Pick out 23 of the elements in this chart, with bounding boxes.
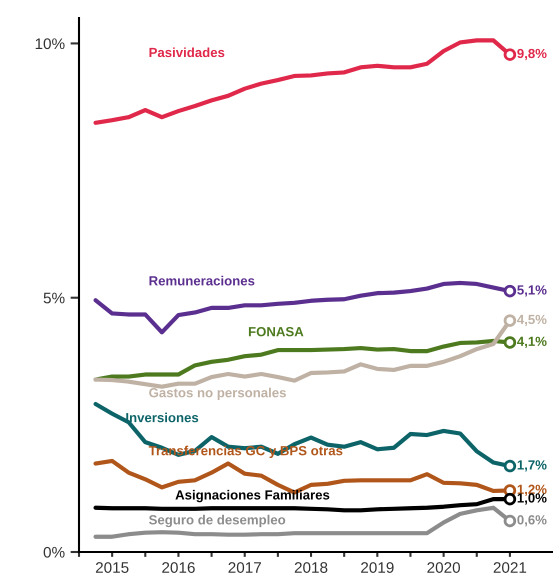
data-label: 1,7% [518, 460, 547, 472]
series-label: FONASA [248, 327, 304, 336]
series-label: Inversiones [126, 412, 198, 422]
x-tick-label: 2021 [494, 562, 526, 573]
data-label: 5,1% [517, 285, 547, 297]
data-label: 4,5% [517, 314, 547, 326]
y-tick-label: 5% [44, 292, 65, 304]
series-label: Asignaciones Familiares [175, 490, 330, 502]
data-label: 9,8% [517, 48, 547, 60]
data-label: 4,1% [517, 336, 547, 348]
x-tick-label: 2019 [361, 562, 394, 573]
series-label: Remuneraciones [149, 276, 254, 286]
x-tick-label: 2017 [228, 562, 261, 573]
x-tick-label: 2015 [96, 562, 128, 573]
data-label: 0,6% [517, 515, 547, 526]
y-tick-label: 10% [36, 38, 65, 50]
x-tick-label: 2018 [294, 562, 328, 573]
series-label: Gastos no personales [149, 388, 286, 400]
x-tick-label: 2020 [427, 562, 460, 573]
series-label: Seguro de desempleo [148, 514, 286, 528]
text: Pasividades [149, 47, 224, 58]
x-tick-label: 2016 [162, 562, 195, 573]
y-tick-label: 0% [44, 546, 65, 558]
